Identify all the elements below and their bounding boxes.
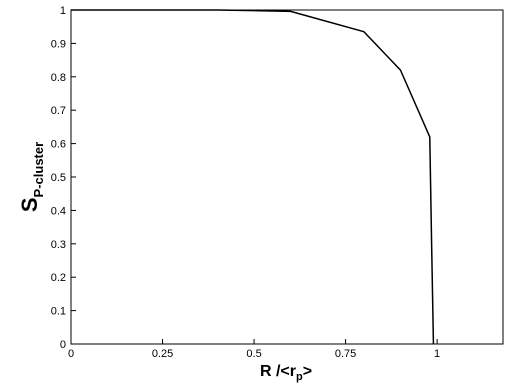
y-axis-ticks: 0 0.1 0.2 0.3 0.4 0.5 0.6 0.7 0.8 0.9 1 <box>51 5 76 351</box>
series-layer <box>71 9 435 345</box>
y-axis-title-subscript: P-cluster <box>31 142 46 198</box>
y-tick-label: 0.5 <box>51 172 66 184</box>
x-axis-title-main: R /<r <box>260 363 296 380</box>
y-tick-label: 0.6 <box>51 139 66 151</box>
y-tick-label: 0.4 <box>51 205 66 217</box>
x-tick-label: 0 <box>68 348 74 360</box>
y-tick-label: 0.3 <box>51 239 66 251</box>
y-axis-title-main: S <box>17 197 42 212</box>
plot-frame <box>70 9 504 345</box>
x-axis-title-subscript: p <box>296 371 303 383</box>
series-line <box>71 9 435 345</box>
y-tick-label: 0.7 <box>51 105 66 117</box>
y-tick-label: 0.8 <box>51 72 66 84</box>
y-tick-label: 0 <box>60 339 66 351</box>
x-tick-label: 0.25 <box>152 348 173 360</box>
y-tick-label: 0.2 <box>51 272 66 284</box>
x-axis-title-suffix: > <box>303 363 312 380</box>
y-axis-title: SP-cluster <box>17 142 46 212</box>
y-tick-label: 1 <box>60 5 66 17</box>
y-tick-label: 0.1 <box>51 306 66 318</box>
x-axis-ticks: 0 0.25 0.5 0.75 1 <box>68 339 440 360</box>
x-tick-label: 1 <box>434 348 440 360</box>
x-tick-label: 0.75 <box>335 348 356 360</box>
x-tick-label: 0.5 <box>246 348 261 360</box>
x-axis-title: R /<rp> <box>260 363 312 383</box>
y-tick-label: 0.9 <box>51 38 66 50</box>
